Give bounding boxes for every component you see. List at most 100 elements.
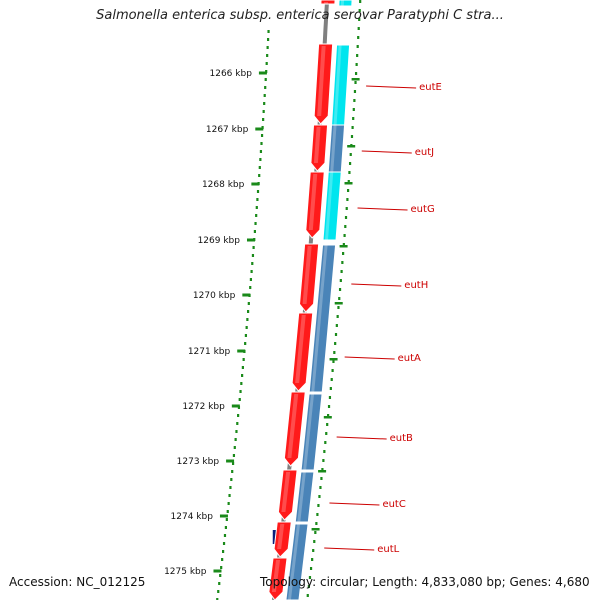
- outer-dotted-ruler: [306, 0, 362, 597]
- ruler-dot: [265, 62, 268, 65]
- outer-ruler-dot: [324, 441, 327, 444]
- cds-arrow: [310, 124, 329, 172]
- outer-ruler-dot: [333, 351, 336, 354]
- ruler-dot: [237, 414, 240, 417]
- blast-hit: [294, 471, 315, 523]
- outer-ruler-dot: [351, 126, 354, 129]
- ruler-dot: [246, 318, 249, 321]
- ruler-dot: [250, 270, 253, 273]
- kbp-tick: [237, 349, 246, 353]
- outer-ruler-dot: [311, 558, 314, 561]
- cds-arrow: [268, 557, 288, 601]
- outer-ruler-dot: [334, 342, 337, 345]
- ruler-dot: [252, 246, 255, 249]
- kbp-tick: [258, 71, 267, 75]
- outer-ruler-dot: [319, 486, 322, 489]
- ruler-dot: [221, 550, 225, 553]
- kbp-ruler: 1266 kbp 1267 kbp 1268 kbp 1269 kbp 1270 kbp…: [164, 30, 270, 601]
- outer-tick: [351, 78, 360, 81]
- blast-hit: [308, 244, 337, 393]
- kbp-tick-label: 1269 kbp: [198, 236, 241, 246]
- outer-ruler-dot: [327, 405, 331, 408]
- ruler-dot: [231, 470, 234, 473]
- outer-ruler-dot: [322, 459, 325, 462]
- accession-label: Accession: NC_012125: [9, 575, 146, 589]
- outer-tick: [334, 302, 343, 305]
- gene-label-eutL: eutL: [377, 544, 399, 555]
- cds-arrow: [320, 0, 336, 5]
- outer-ruler-dot: [330, 378, 333, 381]
- ruler-dot: [266, 54, 269, 57]
- ruler-dot: [249, 286, 252, 289]
- cds-track: [268, 0, 336, 601]
- outer-ruler-dot: [318, 495, 321, 498]
- ruler-dot: [255, 206, 258, 209]
- outer-tick: [323, 416, 332, 419]
- gene-label-eutH: eutH: [404, 280, 428, 291]
- cds-highlight: [287, 394, 299, 458]
- cds-highlight: [271, 560, 281, 592]
- ruler-dot: [235, 430, 238, 433]
- outer-ruler-dot: [353, 99, 356, 102]
- kbp-tick: [231, 404, 240, 408]
- ruler-dot: [221, 558, 224, 561]
- gene-label-eutE: eutE: [419, 82, 442, 93]
- ruler-dot: [245, 326, 248, 329]
- cds-highlight: [302, 246, 312, 304]
- ruler-dot: [241, 374, 244, 377]
- outer-tick: [347, 145, 356, 148]
- outer-ruler-dot: [323, 450, 326, 453]
- ruler-dot: [258, 174, 261, 177]
- outer-ruler-dot: [337, 306, 340, 309]
- outer-ruler-dot: [348, 162, 352, 165]
- outer-ruler-dot: [332, 360, 335, 363]
- ruler-dot: [230, 478, 233, 481]
- outer-ruler-dot: [354, 72, 358, 75]
- outer-ruler-dot: [344, 216, 348, 219]
- ruler-dot: [256, 190, 260, 193]
- blast-highlight: [287, 524, 301, 600]
- kbp-tick-label: 1272 kbp: [182, 402, 225, 412]
- ruler-dot: [238, 398, 241, 401]
- ruler-dot: [251, 254, 255, 257]
- gene-label-eutA: eutA: [398, 353, 421, 364]
- cds-highlight: [308, 174, 318, 230]
- blast-highlight: [330, 125, 337, 172]
- kbp-tick: [213, 569, 222, 573]
- ruler-dot: [266, 46, 269, 49]
- outer-ruler-dot: [350, 135, 354, 138]
- kbp-tick: [219, 514, 228, 518]
- gene-leader-line: [344, 356, 395, 360]
- outer-ruler-dot: [336, 315, 339, 318]
- outer-ruler-dot: [338, 297, 341, 300]
- outer-ruler-dot: [331, 369, 334, 372]
- topology-label: Topology: circular; Length: 4,833,080 bp…: [260, 575, 590, 589]
- blast-highlight: [297, 472, 306, 522]
- ruler-dot: [239, 390, 242, 393]
- outer-ruler-dot: [306, 594, 309, 597]
- ruler-dot: [229, 486, 232, 489]
- ruler-dot: [247, 310, 250, 313]
- cds-highlight: [295, 315, 306, 383]
- ruler-dot: [241, 366, 244, 369]
- kbp-tick-label: 1271 kbp: [188, 347, 231, 357]
- outer-ruler-dot: [339, 279, 342, 282]
- kbp-tick: [242, 293, 251, 297]
- ruler-dot: [249, 278, 253, 281]
- ruler-dot: [226, 510, 229, 513]
- outer-ruler-dot: [341, 261, 344, 264]
- ruler-dot: [267, 30, 270, 33]
- ruler-dot: [244, 334, 248, 337]
- cds-arrow: [291, 312, 314, 392]
- ruler-dot: [264, 78, 267, 81]
- ruler-dot: [219, 574, 222, 577]
- cds-arrow: [277, 469, 298, 521]
- blast-highlight: [324, 172, 334, 240]
- ruler-dot: [223, 534, 227, 537]
- blast-track: [272, 0, 353, 601]
- gene-leader-line: [357, 207, 408, 211]
- outer-ruler-dot: [348, 171, 351, 174]
- gene-leader-line: [324, 547, 375, 551]
